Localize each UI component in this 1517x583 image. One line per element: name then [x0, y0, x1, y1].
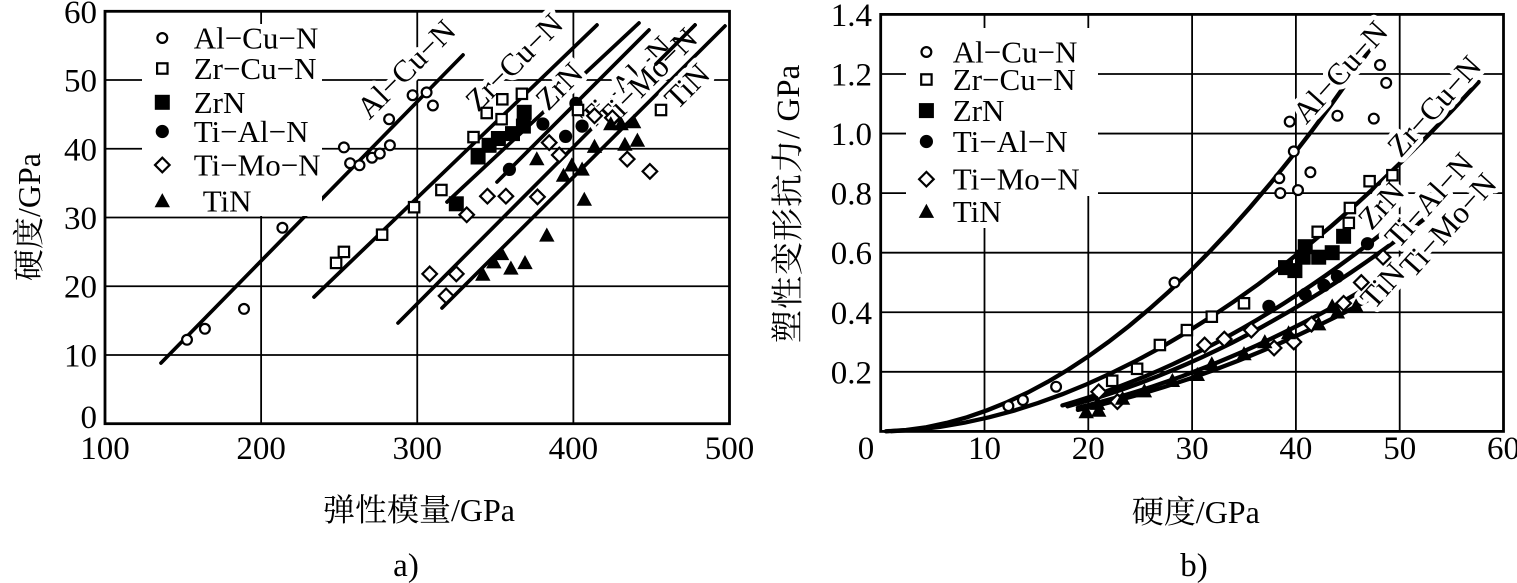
svg-text:100: 100 [80, 431, 130, 467]
svg-text:Zr−Cu−N: Zr−Cu−N [953, 62, 1076, 97]
svg-text:0: 0 [858, 431, 875, 467]
svg-text:60: 60 [1487, 431, 1517, 467]
svg-text:0.2: 0.2 [831, 355, 872, 391]
svg-text:0.6: 0.6 [831, 236, 872, 272]
svg-text:Al−Cu−N: Al−Cu−N [350, 13, 463, 126]
svg-text:Al−Cu−N: Al−Cu−N [953, 35, 1078, 70]
svg-text:Ti−Mo−N: Ti−Mo−N [953, 162, 1080, 197]
svg-text:10: 10 [64, 339, 97, 375]
svg-text:500: 500 [705, 431, 755, 467]
svg-text:Al−Cu−N: Al−Cu−N [194, 21, 319, 56]
svg-text:50: 50 [1383, 431, 1416, 467]
svg-text:60: 60 [64, 0, 97, 31]
svg-text:1.0: 1.0 [831, 117, 872, 153]
svg-text:ZrN: ZrN [953, 93, 1005, 128]
svg-text:Zr−Cu−N: Zr−Cu−N [194, 51, 317, 86]
svg-text:1.2: 1.2 [831, 58, 872, 94]
svg-text:20: 20 [1072, 431, 1105, 467]
svg-text:Ti−Al−N: Ti−Al−N [953, 124, 1068, 159]
svg-text:400: 400 [549, 431, 599, 467]
svg-text:0.4: 0.4 [831, 296, 872, 332]
svg-text:30: 30 [1176, 431, 1209, 467]
svg-text:Ti−Mo−N: Ti−Mo−N [194, 148, 321, 183]
svg-text:30: 30 [64, 201, 97, 237]
svg-text:50: 50 [64, 64, 97, 100]
svg-text:300: 300 [392, 431, 442, 467]
svg-text:a): a) [393, 548, 419, 583]
svg-text:40: 40 [64, 132, 97, 168]
svg-text:ZrN: ZrN [194, 85, 246, 120]
svg-text:Ti−Al−N: Ti−Al−N [194, 114, 309, 149]
svg-text:TiN: TiN [203, 184, 252, 219]
svg-text:20: 20 [64, 270, 97, 306]
svg-text:TiN: TiN [953, 194, 1002, 229]
svg-text:1.4: 1.4 [831, 0, 872, 34]
svg-text:200: 200 [236, 431, 286, 467]
svg-text:/ GPa: / GPa [771, 64, 807, 139]
svg-text:/GPa: /GPa [11, 153, 47, 217]
svg-text:40: 40 [1279, 431, 1312, 467]
svg-text:0: 0 [81, 400, 98, 436]
svg-text:Zr−Cu−N: Zr−Cu−N [1380, 49, 1488, 164]
svg-text:/GPa: /GPa [451, 492, 515, 528]
svg-text:b): b) [1180, 548, 1208, 583]
svg-text:/GPa: /GPa [1196, 494, 1260, 530]
svg-text:0.8: 0.8 [831, 177, 872, 213]
svg-text:10: 10 [968, 431, 1001, 467]
